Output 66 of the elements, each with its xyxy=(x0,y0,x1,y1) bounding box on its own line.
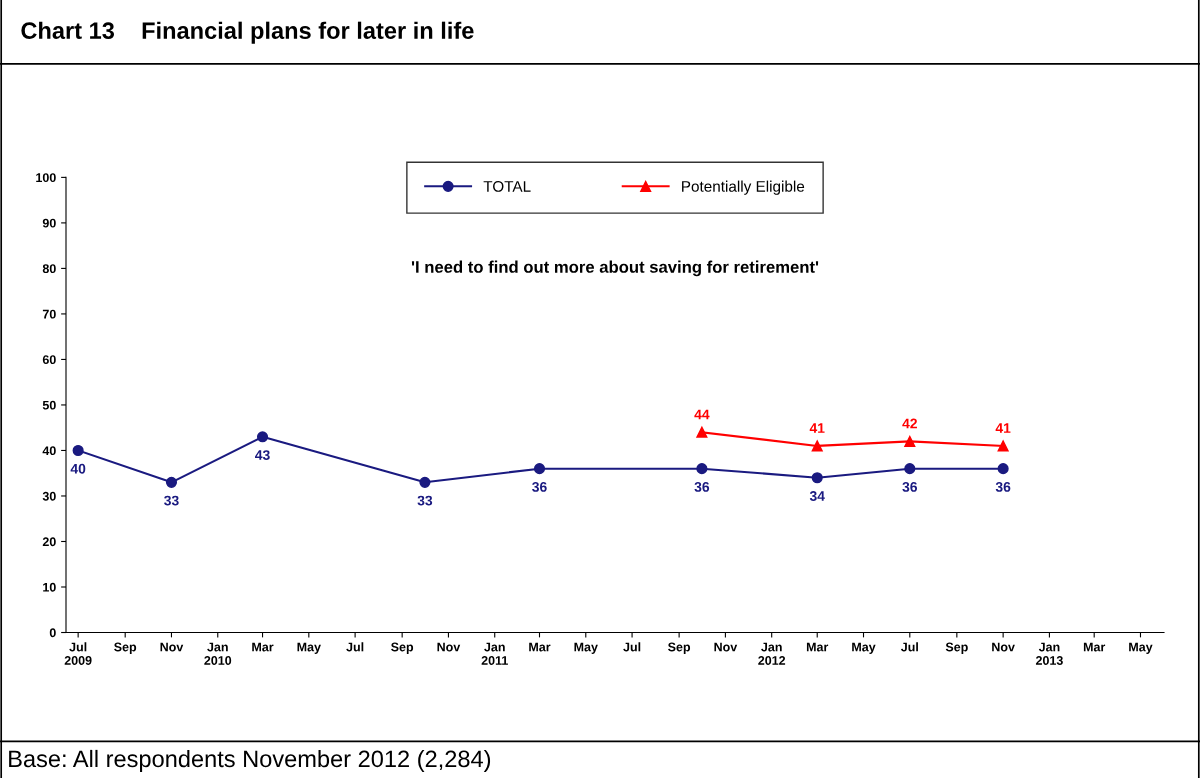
x-tick-label: Mar xyxy=(252,642,274,652)
y-tick-label: 50 xyxy=(42,400,56,410)
point xyxy=(811,472,823,484)
data-label: 43 xyxy=(255,450,270,460)
data-label: 41 xyxy=(995,423,1011,433)
point xyxy=(904,463,916,475)
data-label: 36 xyxy=(532,482,547,492)
x-tick-label: May xyxy=(1129,642,1153,654)
point xyxy=(256,431,269,443)
x-tick-label: Mar xyxy=(529,642,551,652)
data-label: 44 xyxy=(694,409,710,420)
y-tick-label: 90 xyxy=(42,218,56,228)
chart-title: Chart 13 Financial plans for later in life xyxy=(21,21,474,44)
x-tick-label: Nov xyxy=(160,642,184,652)
x-tick-label: Mar xyxy=(1083,642,1106,652)
legend-label: TOTAL xyxy=(483,181,531,192)
data-label: 42 xyxy=(902,418,917,429)
legend-label: Potentially Eligible xyxy=(682,180,805,195)
y-tick-label: 10 xyxy=(43,582,56,592)
data-label: 36 xyxy=(995,482,1011,492)
y-tick-label: 70 xyxy=(42,309,56,319)
x-tick-label: Jan 2012 xyxy=(758,642,786,665)
data-label: 34 xyxy=(809,491,825,501)
x-tick-label: Nov xyxy=(714,642,738,652)
x-tick-label: Jul 2009 xyxy=(64,642,92,665)
data-label: 36 xyxy=(694,482,710,492)
point xyxy=(811,440,823,452)
x-tick-label: May xyxy=(574,642,598,654)
point xyxy=(696,463,708,475)
x-tick-label: May xyxy=(297,642,321,654)
x-tick-label: Sep xyxy=(945,642,968,654)
y-tick-label: 60 xyxy=(42,355,56,365)
x-tick-label: Jul xyxy=(623,642,641,652)
y-tick-label: 20 xyxy=(42,537,56,547)
point xyxy=(165,476,178,488)
y-tick-label: 30 xyxy=(42,491,56,501)
x-tick-label: Jul xyxy=(346,642,364,652)
x-tick-label: Nov xyxy=(437,642,461,652)
point xyxy=(533,463,546,475)
x-tick-label: Jan 2010 xyxy=(204,642,232,665)
data-label: 36 xyxy=(902,482,918,492)
data-label: 33 xyxy=(164,495,179,506)
point xyxy=(997,440,1009,452)
x-tick-label: Nov xyxy=(992,642,1015,652)
text: Base: All respondents November 2012 (2,284) xyxy=(9,749,491,772)
data-label: 40 xyxy=(70,463,86,474)
y-tick-label: 0 xyxy=(49,628,56,638)
x-tick-label: May xyxy=(852,642,876,654)
y-tick-label: 80 xyxy=(42,264,56,274)
x-tick-label: Sep xyxy=(391,642,414,654)
y-tick-label: 40 xyxy=(42,446,56,456)
x-tick-label: Sep xyxy=(668,642,691,654)
text: 'I need to find out more about saving for retirement' xyxy=(411,260,819,277)
x-tick-label: Jan 2013 xyxy=(1035,642,1063,665)
x-tick-label: Jul xyxy=(900,642,918,652)
point xyxy=(419,476,431,488)
point xyxy=(904,435,916,447)
point xyxy=(72,444,84,457)
y-tick-label: 100 xyxy=(36,173,56,183)
x-tick-label: Mar xyxy=(806,642,829,652)
point xyxy=(696,426,708,438)
point xyxy=(997,463,1009,475)
x-tick-label: Sep xyxy=(114,642,137,654)
x-tick-label: Jan 2011 xyxy=(481,642,508,665)
data-label: 33 xyxy=(417,495,433,506)
data-label: 41 xyxy=(809,423,825,433)
